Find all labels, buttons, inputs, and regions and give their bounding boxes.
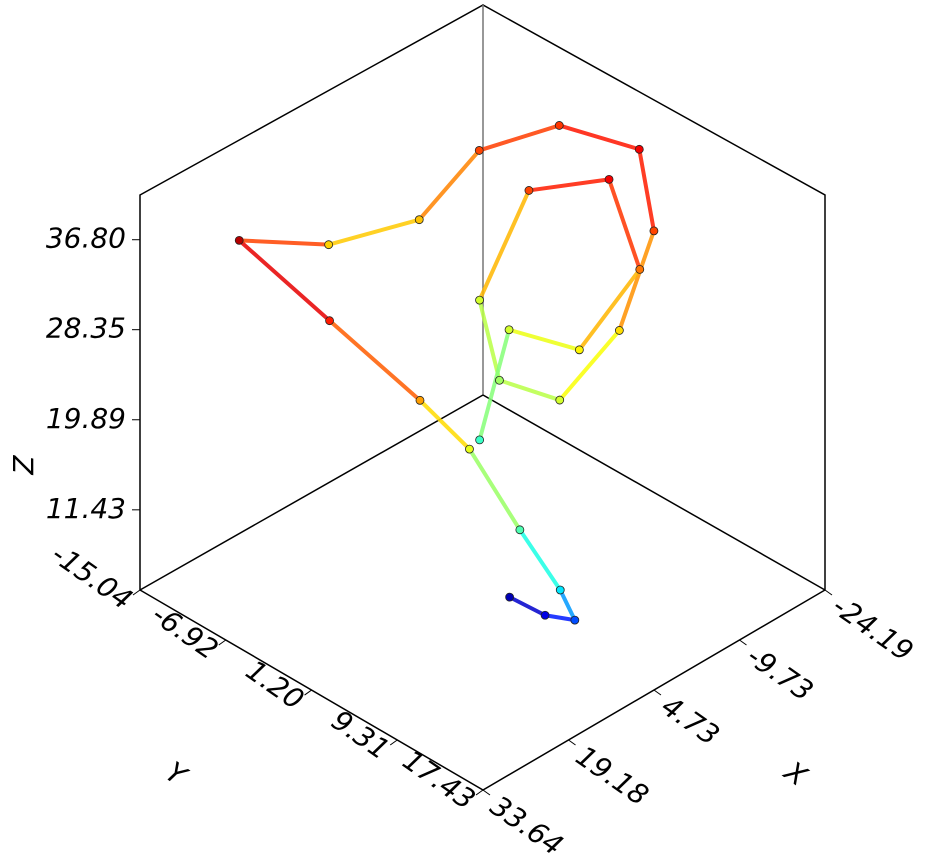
trajectory-segment [237,238,332,323]
trajectory-segment [477,123,562,153]
z-tick-label: 36.80 [46,222,126,255]
trajectory-segment [417,398,472,452]
point [325,316,334,326]
trajectory-segment [237,238,331,247]
trajectory-segment [467,447,522,532]
point [554,121,564,130]
y-tick-label: 17.43 [397,743,482,816]
trajectory-segment [497,378,562,403]
trajectory-segment [326,217,422,247]
x-tick-label: 19.18 [570,739,655,812]
x-tick [482,789,491,796]
y-tick-label: 1.20 [240,654,310,717]
box-edge [482,394,826,591]
trajectory-segment [543,613,577,623]
y-tick [475,789,484,796]
x-tick [653,689,662,696]
z-axis-title: Z [7,455,40,476]
point [614,326,624,335]
trajectory-segment [477,188,531,303]
y-tick-label: -15.04 [45,537,138,616]
z-tick-label: 28.35 [46,312,126,345]
point [649,226,659,236]
point [504,325,514,335]
trajectory-segment [507,327,582,352]
x-tick-label: 4.73 [655,689,725,752]
y-tick-label: 9.31 [326,703,396,766]
trajectory-segment [327,318,422,403]
y-tick-label: -6.92 [146,598,224,667]
point [570,615,580,625]
y-axis-title: Y [159,755,193,793]
point [474,146,484,155]
point [524,186,534,195]
point [414,215,424,225]
x-tick-label: -9.73 [741,639,819,708]
trajectory-segment [417,148,482,222]
trajectory-segment [637,147,656,233]
trajectory-segment [477,298,502,383]
point [495,375,504,385]
y-tick [304,689,312,696]
y-tick [218,639,227,646]
point [555,395,565,405]
trajectory-segment [557,123,642,152]
z-tick-label: 11.43 [46,492,126,525]
axis-box [139,4,826,791]
point [635,265,645,274]
point [415,395,425,405]
y-tick [132,589,141,596]
trajectory-segment [477,327,512,442]
x-tick [568,739,576,746]
point [505,592,515,602]
box-edge [139,394,484,591]
x-tick-label: -24.19 [826,589,919,668]
point [234,235,244,245]
point [634,144,644,154]
trajectory-segment [557,328,622,403]
point [465,444,474,454]
trajectory-segment [526,177,612,193]
point [555,585,565,595]
point [475,435,485,445]
trajectory-segment [577,267,642,352]
z-tick-label: 19.89 [46,402,126,435]
trajectory-segment [507,595,548,618]
x-tick [824,589,833,596]
point [574,345,584,355]
x-tick-label: 33.64 [484,789,569,862]
trajectory-segment [558,588,577,623]
x-axis-title: X [777,754,814,794]
point [540,610,550,620]
trajectory-segment [607,177,642,272]
trajectory-segment [517,527,563,593]
point [604,174,614,184]
x-tick [739,639,747,646]
point [475,295,484,305]
point [515,525,525,535]
point [324,240,334,250]
trajectory-segment [617,228,656,333]
y-tick [389,739,398,746]
